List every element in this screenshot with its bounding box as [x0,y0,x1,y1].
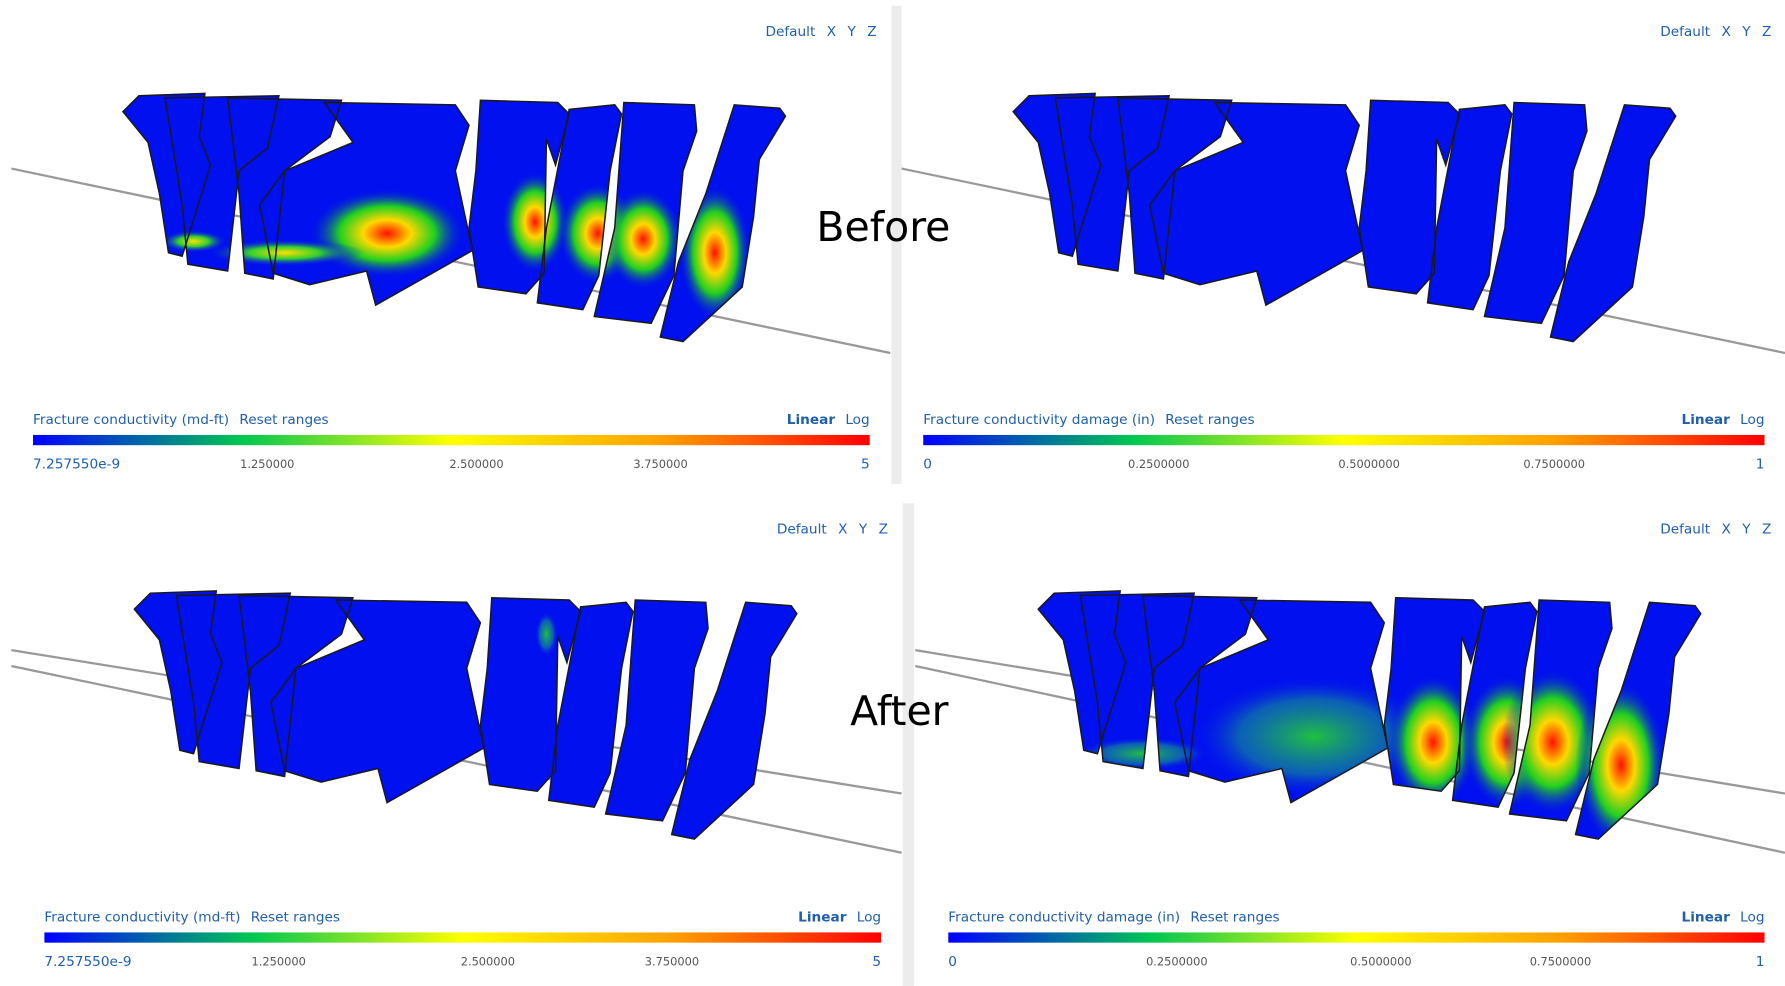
view-button[interactable]: Default [765,24,816,40]
colorbar-tick-label: 5 [872,954,881,970]
before-label: Before [816,203,950,251]
reset-ranges[interactable]: Reset ranges [1190,910,1279,926]
view-button[interactable]: Default [1660,24,1711,40]
view-button[interactable]: Y [1741,521,1751,537]
colorbar-tick-label: 1.250000 [240,457,294,471]
scale-log[interactable]: Log [1740,412,1764,428]
scale-log[interactable]: Log [845,412,869,428]
colorbar-tick-label: 3.750000 [645,955,699,969]
page: {"labels": {"before": "Before", "after":… [0,0,1785,986]
colorbar [44,932,881,942]
colorbar-tick-label: 0.7500000 [1523,457,1585,471]
colorbar [33,435,870,445]
reset-ranges[interactable]: Reset ranges [1165,412,1254,428]
colorbar-tick-label: 0 [923,457,932,473]
view-button[interactable]: Z [879,521,888,537]
view-button[interactable]: X [838,521,847,537]
hotspot [159,230,227,253]
reset-ranges[interactable]: Reset ranges [251,910,340,926]
colorbar-tick-label: 1 [1756,457,1765,473]
view-button[interactable]: Y [1741,24,1751,40]
separator [0,487,1785,501]
scale-linear[interactable]: Linear [787,412,836,428]
colorbar-tick-label: 5 [861,457,870,473]
view-button[interactable]: Default [1660,521,1711,537]
colorbar-tick-label: 7.257550e-9 [44,954,131,970]
reset-ranges[interactable]: Reset ranges [239,412,328,428]
colorbar-tick-label: 0.5000000 [1350,955,1412,969]
view-button[interactable]: Z [1762,24,1771,40]
hotspot [535,611,558,657]
view-button[interactable]: Default [777,521,828,537]
view-button[interactable]: Z [1762,521,1771,537]
colorbar-tick-label: 0.7500000 [1530,955,1592,969]
view-button[interactable]: X [1722,521,1731,537]
colorbar [948,932,1764,942]
colorbar-tick-label: 0.2500000 [1146,955,1208,969]
colorbar-tick-label: 2.500000 [449,457,503,471]
colorbar-tick-label: 1.250000 [252,955,306,969]
scale-linear[interactable]: Linear [798,910,847,926]
view-button[interactable]: X [827,24,836,40]
colorbar-tick-label: 0.5000000 [1338,457,1400,471]
legend-title: Fracture conductivity damage (in) [948,910,1180,926]
colorbar-tick-label: 0 [948,954,957,970]
colorbar [923,435,1764,445]
scale-log[interactable]: Log [1740,910,1764,926]
colorbar-tick-label: 3.750000 [633,457,687,471]
heatmap [535,611,558,657]
hotspot [307,188,466,279]
scale-linear[interactable]: Linear [1682,412,1731,428]
colorbar-tick-label: 1 [1756,954,1765,970]
after-label: After [850,687,949,735]
colorbar-tick-label: 0.2500000 [1128,457,1190,471]
scale-log[interactable]: Log [857,910,881,926]
screenshot: ZYXDefaultFracture conductivity (md-ft)R… [0,0,1785,986]
splitter[interactable] [903,503,914,986]
legend-title: Fracture conductivity (md-ft) [44,910,240,926]
scale-linear[interactable]: Linear [1682,910,1731,926]
view-button[interactable]: Y [858,521,868,537]
legend-title: Fracture conductivity (md-ft) [33,412,229,428]
legend-title: Fracture conductivity damage (in) [923,412,1155,428]
view-button[interactable]: X [1722,24,1731,40]
colorbar-tick-label: 7.257550e-9 [33,457,120,473]
view-button[interactable]: Y [846,24,856,40]
colorbar-tick-label: 2.500000 [461,955,515,969]
view-button[interactable]: Z [867,24,876,40]
